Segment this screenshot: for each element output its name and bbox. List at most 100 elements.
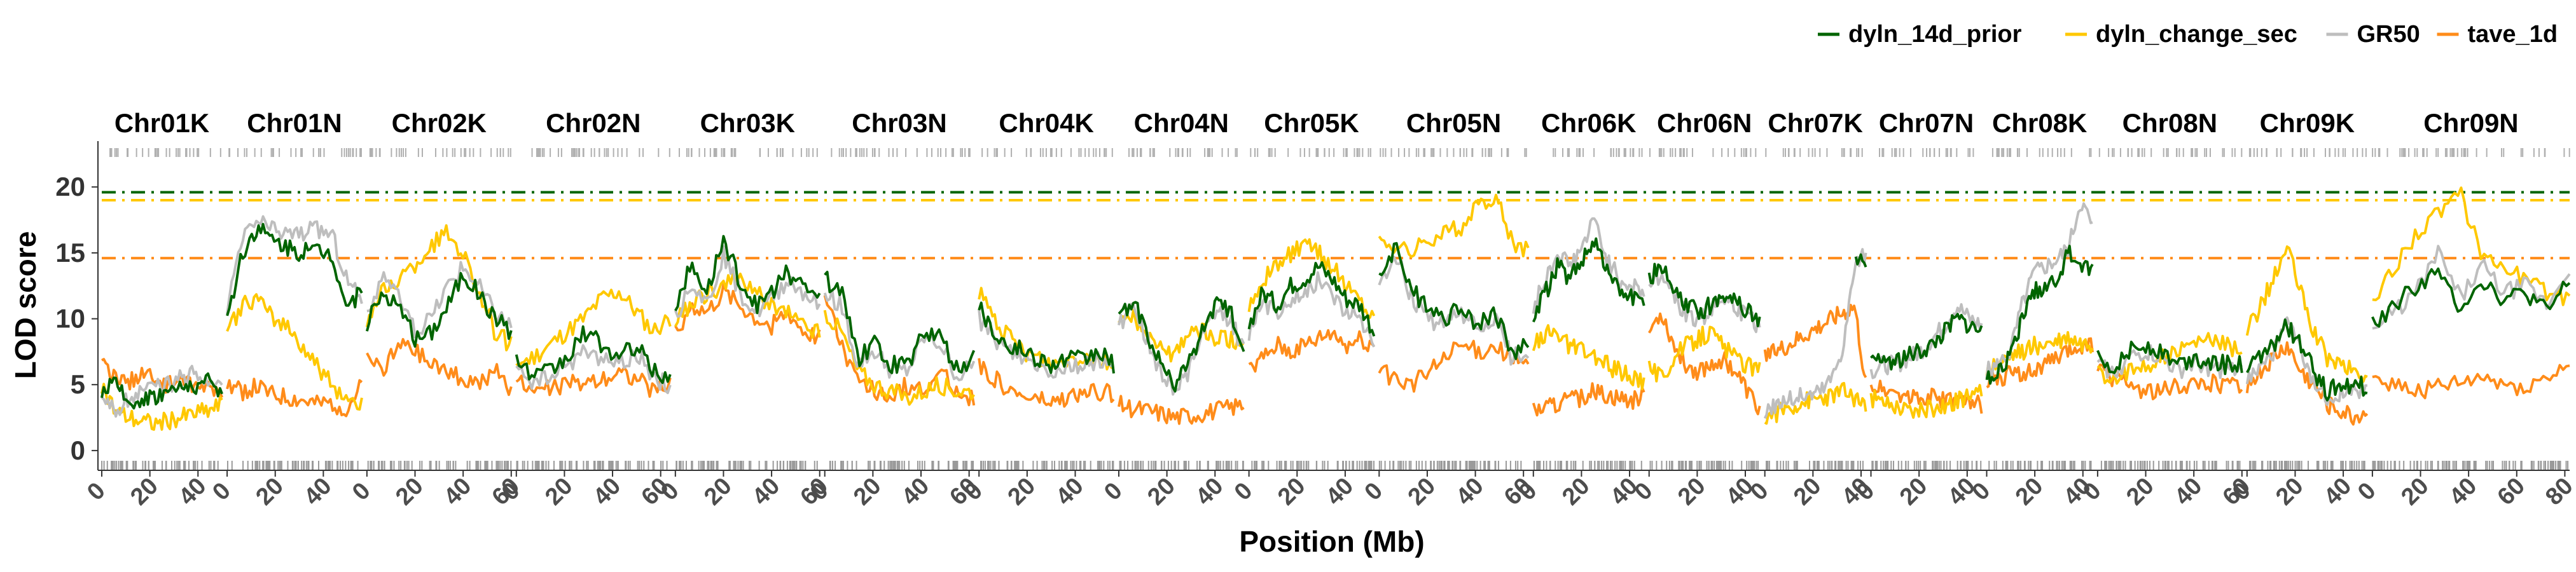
- chromosome-label: Chr01K: [114, 108, 209, 138]
- chromosome-label: Chr03K: [700, 108, 795, 138]
- series-line-dyln_change_sec: [823, 310, 975, 406]
- x-tick-label: 0: [2353, 477, 2381, 506]
- series-line-tave_1d: [978, 358, 1115, 408]
- series-line-dyln_14d_prior: [1532, 237, 1645, 323]
- series-line-tave_1d: [226, 378, 363, 418]
- series-line-GR50: [1763, 248, 1867, 419]
- x-tick-label: 20: [1789, 473, 1827, 511]
- lod-series: [100, 186, 2571, 431]
- x-tick-label: 20: [2011, 473, 2049, 511]
- series-line-tave_1d: [1118, 395, 1245, 425]
- series-line-tave_1d: [674, 283, 821, 345]
- x-tick-label: 0: [82, 477, 111, 506]
- x-tick-label: 20: [699, 473, 737, 511]
- series-line-dyln_14d_prior: [1247, 261, 1376, 337]
- legend: dyln_14d_prior dyln_change_sec GR50 tave_1d: [1818, 21, 2558, 48]
- x-tick-label: 40: [299, 473, 337, 511]
- x-tick-label: 20: [2271, 473, 2309, 511]
- chromosome-label: Chr05K: [1264, 108, 1359, 138]
- series-line-dyln_14d_prior: [365, 272, 513, 348]
- series-line-dyln_change_sec: [1985, 330, 2094, 376]
- series-line-GR50: [1118, 303, 1245, 396]
- y-axis-title: LOD score: [9, 231, 42, 379]
- series-line-dyln_change_sec: [1378, 193, 1530, 258]
- x-tick-label: 20: [1895, 473, 1933, 511]
- chromosome-label: Chr02K: [392, 108, 487, 138]
- series-line-dyln_14d_prior: [2246, 318, 2368, 402]
- legend-label: tave_1d: [2468, 21, 2558, 48]
- series-line-tave_1d: [1986, 337, 2094, 389]
- threshold-lines: [102, 191, 2570, 260]
- series-line-dyln_change_sec: [1532, 324, 1645, 391]
- series-line-dyln_change_sec: [2372, 186, 2571, 306]
- marker-rug-top: [109, 148, 2570, 157]
- x-tick-label: 40: [897, 473, 935, 511]
- chromosome-label: Chr01N: [247, 108, 342, 138]
- x-tick-label: 20: [1142, 473, 1181, 511]
- chromosome-label: Chr02N: [546, 108, 641, 138]
- y-tick-label: 20: [55, 172, 85, 201]
- x-tick-label: 20: [1557, 473, 1595, 511]
- series-line-tave_1d: [1378, 339, 1530, 393]
- x-tick-label: 20: [251, 473, 289, 511]
- series-line-GR50: [1648, 270, 1761, 334]
- chromosome-labels: Chr01K Chr01N Chr02K Chr02N Chr03K Chr03N Chr0…: [114, 108, 2519, 138]
- series-line-dyln_14d_prior: [515, 325, 672, 385]
- x-tick-label: 40: [174, 473, 212, 511]
- x-tick-label: 0: [1745, 477, 1774, 506]
- chromosome-label: Chr04K: [999, 108, 1093, 138]
- x-tick-label: 20: [1673, 473, 1711, 511]
- x-tick-label: 0: [1967, 477, 1996, 506]
- x-tick-label: 0: [1229, 477, 1258, 506]
- x-tick-label: 20: [1003, 473, 1041, 511]
- series-line-dyln_change_sec: [1869, 384, 1983, 419]
- chromosome-label: Chr06K: [1541, 108, 1636, 138]
- series-line-tave_1d: [515, 366, 672, 398]
- x-tick-label: 20: [1273, 473, 1311, 511]
- series-line-dyln_14d_prior: [1378, 242, 1530, 360]
- chromosome-label: Chr09N: [2423, 108, 2518, 138]
- series-line-GR50: [1985, 202, 2093, 379]
- y-tick-label: 15: [55, 238, 85, 268]
- series-line-GR50: [226, 215, 363, 315]
- x-tick-label: 20: [848, 473, 887, 511]
- marker-rug-bottom: [101, 461, 2569, 470]
- series-line-dyln_change_sec: [365, 224, 513, 351]
- x-tick-label: 40: [747, 473, 786, 511]
- x-tick-label: 20: [2121, 473, 2159, 511]
- series-line-GR50: [2245, 316, 2367, 406]
- series-line-tave_1d: [2245, 341, 2369, 426]
- series-line-dyln_14d_prior: [1118, 296, 1245, 393]
- y-tick-label: 0: [71, 435, 85, 465]
- series-line-dyln_change_sec: [1647, 325, 1761, 383]
- series-line-dyln_change_sec: [515, 289, 672, 368]
- x-axis-title: Position (Mb): [1239, 525, 1424, 558]
- series-line-tave_1d: [366, 337, 513, 397]
- legend-label: GR50: [2357, 21, 2420, 48]
- series-line-dyln_14d_prior: [2096, 341, 2243, 376]
- x-tick-label: 40: [2170, 473, 2208, 511]
- series-line-dyln_14d_prior: [2371, 267, 2571, 328]
- series-line-dyln_14d_prior: [978, 301, 1115, 374]
- series-line-tave_1d: [2372, 364, 2570, 400]
- chromosome-label: Chr09K: [2260, 108, 2355, 138]
- x-tick-label: 80: [2540, 473, 2576, 511]
- series-line-dyln_change_sec: [2245, 245, 2368, 383]
- series-line-dyln_14d_prior: [674, 235, 821, 315]
- x-tick-label: 20: [2396, 473, 2434, 511]
- series-line-tave_1d: [1869, 379, 1983, 414]
- x-tick-label: 40: [588, 473, 627, 511]
- x-tick-label: 40: [1051, 473, 1089, 511]
- x-tick-label: 20: [391, 473, 429, 511]
- series-line-dyln_change_sec: [226, 293, 363, 411]
- x-tick-label: 0: [1630, 477, 1658, 506]
- series-line-dyln_14d_prior: [1647, 262, 1761, 327]
- series-line-GR50: [674, 245, 821, 318]
- series-line-tave_1d: [1248, 329, 1375, 373]
- x-tick-label: 40: [1451, 473, 1489, 511]
- series-line-GR50: [366, 261, 513, 339]
- x-tick-label: 40: [439, 473, 477, 511]
- series-line-GR50: [1247, 271, 1376, 348]
- series-line-tave_1d: [1648, 312, 1761, 416]
- legend-label: dyln_14d_prior: [1848, 21, 2022, 48]
